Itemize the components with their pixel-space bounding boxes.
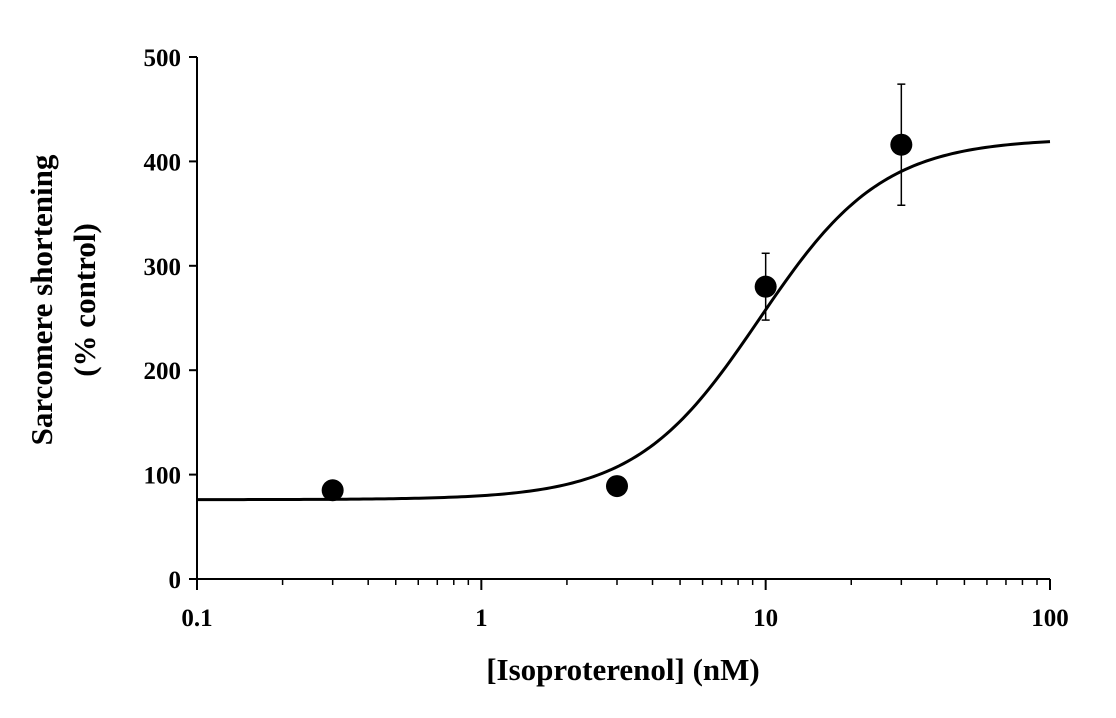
y-axis-title-line-2: (% control) [67, 223, 102, 377]
data-point [754, 275, 777, 298]
y-tick-label: 500 [144, 45, 182, 72]
data-point [605, 475, 628, 498]
data-point [321, 479, 344, 502]
x-tick-label: 10 [753, 605, 778, 632]
y-tick-label: 0 [169, 567, 182, 594]
y-tick-label: 100 [144, 463, 182, 490]
data-points [321, 133, 913, 502]
tick-marks [189, 56, 1051, 590]
fit-curve-group [196, 140, 1051, 502]
y-tick-label: 200 [144, 358, 182, 385]
y-axis-title-line-1: Sarcomere shortening [24, 154, 59, 445]
axes [196, 57, 1050, 580]
x-tick-label: 100 [1031, 605, 1069, 632]
data-point [890, 133, 913, 156]
x-tick-label: 0.1 [181, 605, 212, 632]
fit-curve [196, 140, 1051, 502]
y-tick-label: 400 [144, 149, 182, 176]
y-tick-label: 300 [144, 254, 182, 281]
tick-labels: 0 100 200 300 400 500 0.1 1 10 100 [144, 45, 1069, 632]
x-axis-title: [Isoproterenol] (nM) [486, 652, 760, 687]
x-tick-label: 1 [475, 605, 488, 632]
